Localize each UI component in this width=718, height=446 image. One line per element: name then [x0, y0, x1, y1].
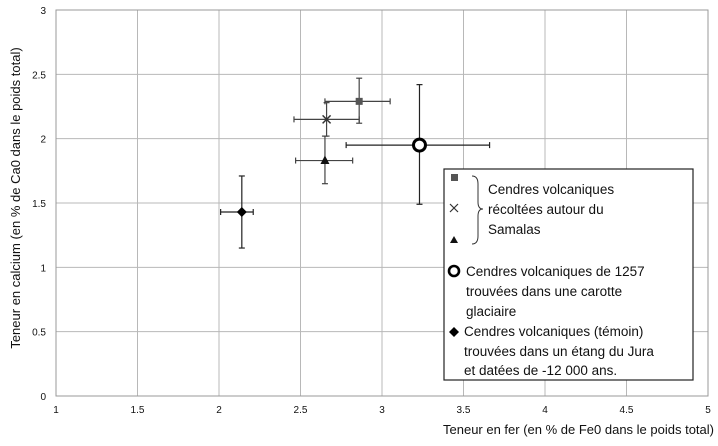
legend-label-group3-line3: et datées de -12 000 ans. [464, 363, 617, 378]
triangle-marker [320, 155, 330, 165]
y-tick-labels: 0 0.5 1 1.5 2 2.5 3 [32, 6, 46, 403]
legend: Cendres volcaniques récoltées autour du … [443, 168, 694, 381]
data-point-diamond [220, 175, 254, 249]
data-point-x [293, 102, 360, 137]
ring-marker [411, 137, 427, 153]
y-tick-label: 2 [40, 135, 46, 146]
legend-square-marker [451, 174, 458, 181]
x-tick-label: 2 [216, 405, 222, 416]
legend-label-group2-line1: Cendres volcaniques de 1257 [466, 264, 645, 279]
legend-label-group1-line2: récoltées autour du [488, 202, 604, 217]
x-tick-label: 5 [705, 405, 711, 416]
y-tick-label: 1.5 [32, 199, 46, 210]
diamond-marker [236, 207, 247, 218]
legend-label-group2-line3: glaciaire [466, 304, 516, 319]
legend-diamond-marker [449, 327, 459, 337]
data-point-triangle [295, 135, 354, 185]
plot-area-border [55, 9, 709, 397]
legend-label-group2-line2: trouvées dans une carotte [466, 284, 622, 299]
x-tick-label: 4.5 [620, 405, 634, 416]
legend-x-marker [449, 203, 459, 213]
legend-triangle-marker [450, 236, 458, 243]
x-tick-label: 3 [379, 405, 385, 416]
legend-label-group1-line3: Samalas [488, 222, 541, 237]
x-tick-label: 1 [53, 405, 59, 416]
legend-label-group1-line1: Cendres volcaniques [488, 182, 614, 197]
y-tick-label: 0 [40, 392, 46, 403]
legend-brace [471, 175, 484, 245]
y-tick-label: 1 [40, 263, 46, 274]
data-points [220, 77, 491, 249]
y-tick-label: 3 [40, 6, 46, 17]
x-tick-label: 3.5 [457, 405, 471, 416]
x-tick-label: 1.5 [131, 405, 145, 416]
legend-box [443, 168, 694, 381]
x-tick-label: 4 [542, 405, 548, 416]
y-axis-label: Teneur en calcium (en % de Ca0 dans le p… [8, 47, 23, 348]
x-axis-label: Teneur en fer (en % de Fe0 dans le poids… [443, 422, 714, 437]
legend-ring-marker [447, 264, 461, 278]
x-tick-labels: 1 1.5 2 2.5 3 3.5 4 4.5 5 [53, 405, 711, 416]
x-tick-label: 2.5 [294, 405, 308, 416]
y-tick-label: 0.5 [32, 328, 46, 339]
data-point-square [324, 77, 391, 124]
x-marker-stroke [322, 114, 332, 124]
y-tick-label: 2.5 [32, 70, 46, 81]
square-marker [355, 97, 363, 105]
data-point-ring [345, 84, 491, 205]
legend-label-group3-line1: Cendres volcaniques (témoin) [464, 324, 643, 339]
legend-label-group3-line2: trouvées dans un étang du Jura [464, 344, 654, 359]
